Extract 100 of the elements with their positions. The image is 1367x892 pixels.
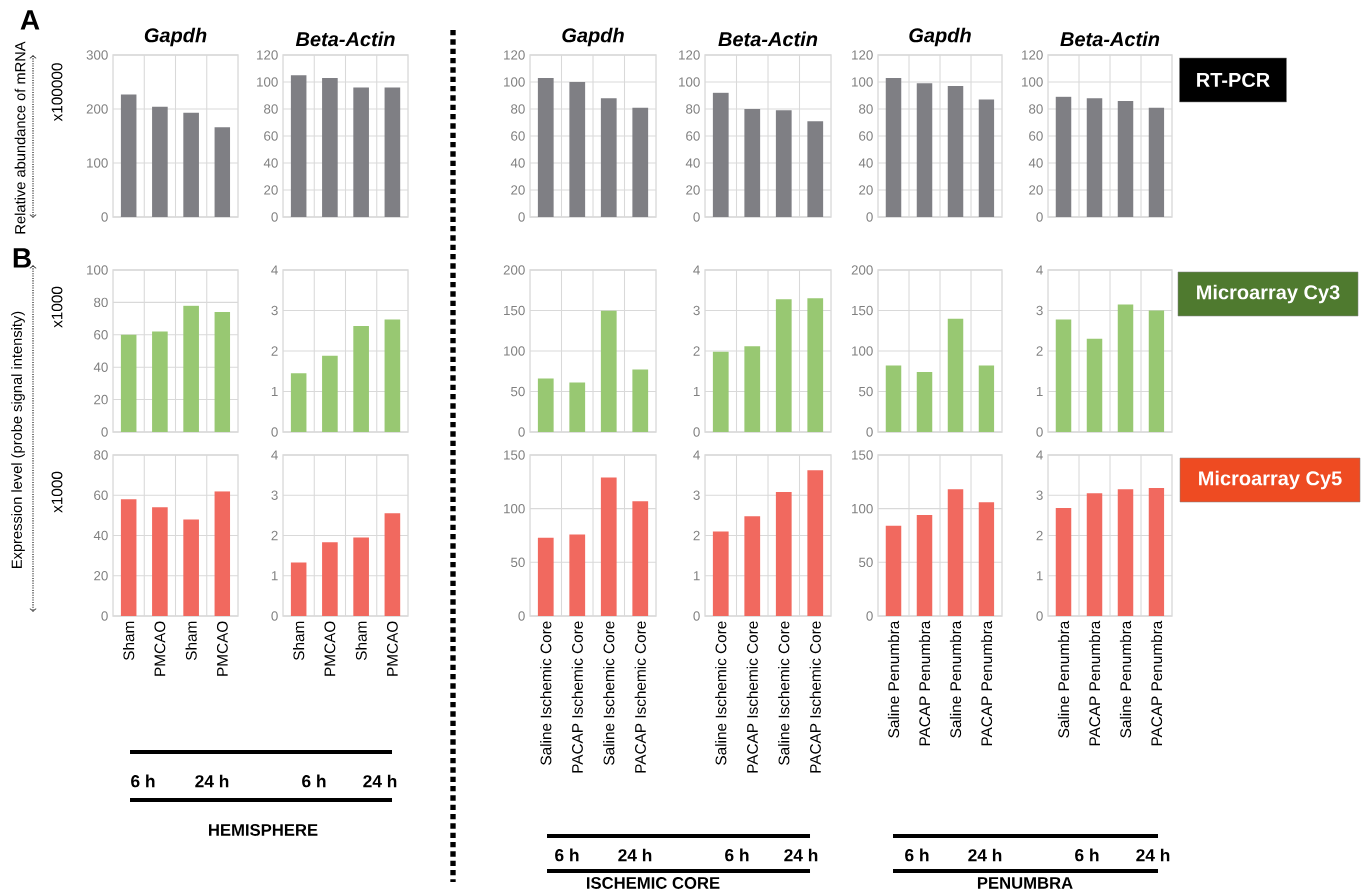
x-tick-label: Saline Ischemic Core xyxy=(778,621,790,765)
bar xyxy=(916,515,933,616)
y-tick-label: 120 xyxy=(257,50,278,60)
y-tick-label: 60 xyxy=(859,131,873,141)
y-tick-label: 80 xyxy=(94,297,108,308)
bar xyxy=(885,365,902,432)
x-tick-label: PMCAO xyxy=(386,621,398,676)
x-tick-label: PACAP Penumbra xyxy=(1088,620,1101,746)
bar xyxy=(152,507,168,616)
y-tick-label: 0 xyxy=(693,611,700,621)
bar xyxy=(712,351,729,432)
bar xyxy=(1086,98,1103,217)
y-axis-title: x1000 xyxy=(51,471,63,513)
chart-title: Beta-Actin xyxy=(295,31,395,47)
bar xyxy=(537,77,554,217)
bar xyxy=(214,312,231,432)
text: A xyxy=(20,10,40,30)
bar xyxy=(1148,488,1165,616)
y-tick-label: 150 xyxy=(504,305,525,316)
y-tick-label: 1 xyxy=(271,386,278,397)
y-tick-label: 40 xyxy=(93,362,108,372)
y-tick-label: 0 xyxy=(518,427,525,437)
text: HEMISPHERE xyxy=(209,824,318,836)
bar xyxy=(775,299,792,432)
y-tick-label: 60 xyxy=(94,490,108,500)
bar xyxy=(600,477,617,616)
y-tick-label: 3 xyxy=(693,490,700,500)
y-tick-label: 200 xyxy=(86,104,108,114)
y-tick-label: 2 xyxy=(693,530,700,541)
x-tick-label: PMCAO xyxy=(216,621,228,676)
bar xyxy=(947,318,964,432)
bar xyxy=(1117,304,1134,432)
text: ISCHEMIC CORE xyxy=(586,877,720,889)
bar xyxy=(775,110,792,217)
y-tick-label: 100 xyxy=(504,503,525,514)
y-tick-label: 100 xyxy=(257,77,278,87)
bar xyxy=(353,325,369,432)
y-tick-label: 1 xyxy=(693,386,700,397)
y-tick-label: 20 xyxy=(511,185,525,195)
y-tick-label: 4 xyxy=(693,450,700,460)
x-tick-label: Saline Penumbra xyxy=(1119,620,1132,738)
y-tick-label: 40 xyxy=(263,158,278,168)
y-tick-label: 80 xyxy=(94,450,108,460)
y-tick-label: 3 xyxy=(1036,305,1043,316)
text: 6 h xyxy=(725,848,749,862)
y-tick-label: 60 xyxy=(264,131,278,141)
text: B xyxy=(13,248,31,268)
y-tick-label: 100 xyxy=(852,503,873,514)
bar xyxy=(1117,100,1134,217)
y-tick-label: 0 xyxy=(101,212,108,222)
y-tick-label: 80 xyxy=(859,104,873,114)
y-tick-label: 2 xyxy=(271,346,278,356)
y-tick-label: 60 xyxy=(1029,131,1043,141)
text: 6 h xyxy=(905,848,929,862)
x-tick-label: PACAP Ischemic Core xyxy=(571,621,583,773)
bar xyxy=(807,121,824,217)
y-tick-label: 4 xyxy=(271,450,278,460)
y-tick-label: 2 xyxy=(1036,530,1043,541)
y-tick-label: 0 xyxy=(271,427,278,437)
x-tick-label: Saline Penumbra xyxy=(887,620,900,738)
bar xyxy=(569,81,586,217)
y-tick-label: 20 xyxy=(859,185,873,195)
bar xyxy=(712,92,729,217)
y-tick-label: 2 xyxy=(693,346,700,356)
bar xyxy=(322,355,338,432)
bar xyxy=(322,77,338,217)
chart-title: Beta-Actin xyxy=(718,31,818,47)
bar xyxy=(885,77,902,217)
bar xyxy=(384,513,401,616)
text: Microarray Cy3 xyxy=(1197,284,1340,304)
bar xyxy=(384,319,401,432)
y-tick-label: 40 xyxy=(685,158,700,168)
x-tick-label: Sham xyxy=(355,621,367,661)
bar xyxy=(537,378,554,432)
bar xyxy=(384,87,401,217)
y-tick-label: 120 xyxy=(852,50,873,60)
y-tick-label: 50 xyxy=(511,386,525,397)
text: 24 h xyxy=(363,774,397,788)
bar xyxy=(290,562,307,616)
y-tick-label: 0 xyxy=(518,611,525,621)
bar xyxy=(322,542,338,616)
bar xyxy=(807,470,824,616)
bar xyxy=(712,531,729,616)
bar xyxy=(978,99,995,217)
bar xyxy=(775,492,792,616)
y-tick-label: 20 xyxy=(264,185,278,195)
bar xyxy=(807,298,824,432)
bar xyxy=(120,334,137,432)
y-tick-label: 4 xyxy=(1036,265,1043,275)
text: 24 h xyxy=(784,848,818,862)
x-tick-label: PACAP Penumbra xyxy=(918,620,931,746)
y-tick-label: 100 xyxy=(87,265,108,275)
y-tick-label: 0 xyxy=(271,212,278,222)
chart-title: Gapdh xyxy=(562,27,624,47)
y-tick-label: 100 xyxy=(504,346,525,356)
bar xyxy=(214,127,231,217)
bar xyxy=(183,519,199,616)
y-tick-label: 0 xyxy=(101,427,108,437)
text: 24 h xyxy=(1136,848,1170,862)
y-tick-label: 0 xyxy=(693,212,700,222)
